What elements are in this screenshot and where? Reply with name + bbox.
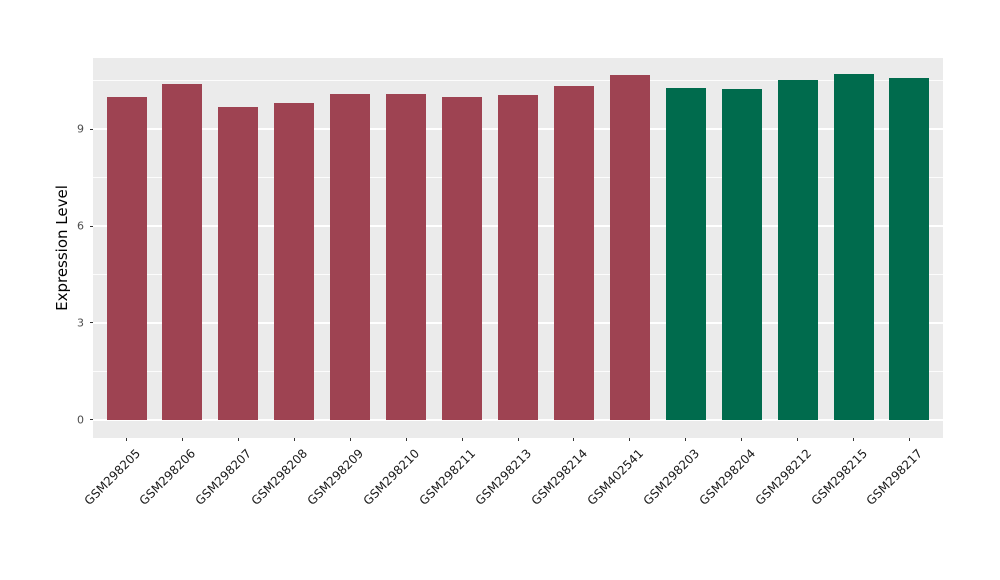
bar-GSM298211 [442, 96, 483, 420]
bar-GSM298210 [386, 93, 427, 420]
x-tick-mark [237, 438, 239, 441]
x-tick-label-GSM298209: GSM298209 [304, 446, 367, 508]
x-tick-mark [349, 438, 351, 441]
gridline-minor [93, 80, 943, 82]
x-tick-label-GSM298212: GSM298212 [752, 446, 814, 508]
x-tick-label-GSM298214: GSM298214 [528, 446, 591, 508]
x-tick-mark [573, 438, 575, 441]
bar-GSM402541 [609, 75, 650, 420]
x-tick-mark [629, 438, 631, 441]
x-tick-mark [181, 438, 183, 441]
x-tick-mark [293, 438, 295, 441]
y-axis-title: Expression Level [53, 185, 71, 311]
bar-GSM298203 [665, 88, 706, 420]
x-tick-label-GSM298211: GSM298211 [416, 446, 479, 508]
x-tick-label-GSM298217: GSM298217 [864, 446, 926, 508]
y-tick-label: 3 [77, 316, 84, 330]
x-tick-label-GSM298208: GSM298208 [248, 446, 311, 508]
x-tick-label-GSM298206: GSM298206 [137, 446, 199, 508]
y-tick-mark [90, 419, 93, 421]
x-tick-mark [517, 438, 519, 441]
bar-GSM298217 [889, 78, 930, 420]
x-tick-mark [853, 438, 855, 441]
y-tick-label: 9 [77, 122, 84, 136]
x-tick-mark [461, 438, 463, 441]
x-tick-label-GSM298213: GSM298213 [472, 446, 535, 508]
bar-GSM298208 [274, 103, 315, 420]
bar-GSM298205 [106, 96, 147, 420]
x-tick-mark [126, 438, 128, 441]
x-tick-label-GSM298207: GSM298207 [193, 446, 255, 508]
bar-GSM298212 [777, 79, 818, 420]
x-tick-label-GSM298215: GSM298215 [808, 446, 870, 508]
bar-GSM298214 [553, 86, 594, 420]
x-tick-label-GSM298205: GSM298205 [81, 446, 143, 508]
x-tick-label-GSM298204: GSM298204 [696, 446, 758, 508]
x-tick-label-GSM298210: GSM298210 [360, 446, 423, 508]
bar-GSM298215 [833, 74, 874, 420]
y-tick-mark [90, 225, 93, 227]
x-tick-mark [685, 438, 687, 441]
bar-GSM298204 [721, 89, 762, 420]
bar-GSM298207 [218, 107, 259, 420]
x-tick-label-GSM402541: GSM402541 [584, 446, 647, 508]
y-tick-mark [90, 128, 93, 130]
y-tick-label: 6 [77, 219, 84, 233]
x-tick-label-GSM298203: GSM298203 [640, 446, 702, 508]
bar-GSM298206 [162, 83, 203, 420]
y-tick-mark [90, 322, 93, 324]
bar-GSM298209 [330, 93, 371, 420]
x-tick-mark [797, 438, 799, 441]
gridline-major [93, 419, 943, 421]
x-tick-mark [908, 438, 910, 441]
bar-GSM298213 [498, 94, 538, 420]
x-tick-mark [741, 438, 743, 441]
x-tick-mark [405, 438, 407, 441]
y-tick-label: 0 [77, 413, 84, 427]
